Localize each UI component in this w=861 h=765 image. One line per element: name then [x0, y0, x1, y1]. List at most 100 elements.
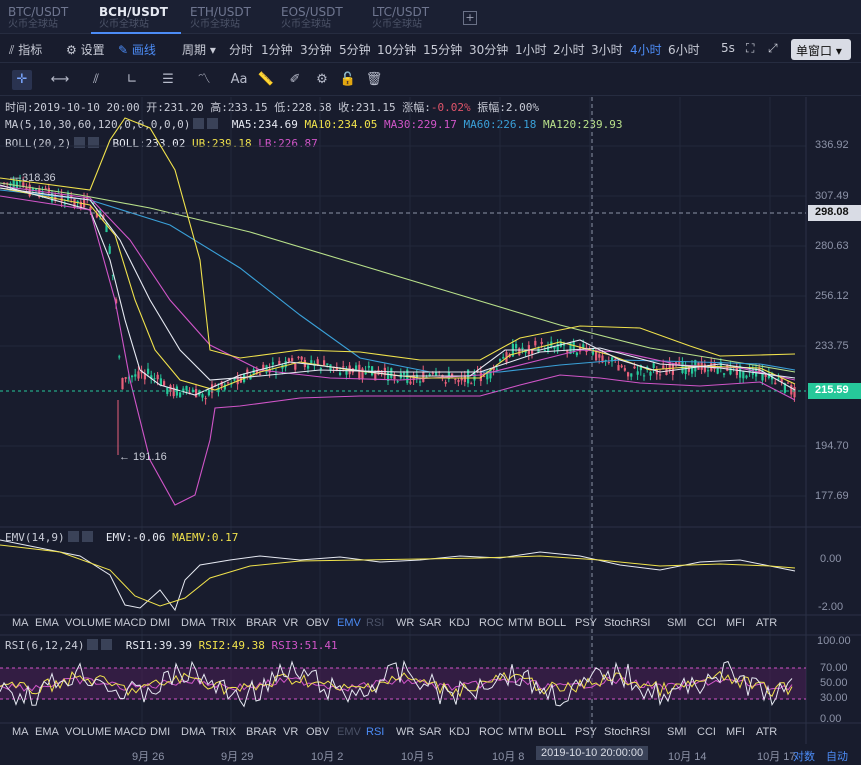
add-tab-button[interactable]: +: [463, 11, 477, 25]
expand-icon[interactable]: ⤢: [768, 41, 778, 55]
indicator-tab[interactable]: BRAR: [246, 726, 277, 738]
settings-icon[interactable]: [87, 639, 99, 650]
period-option[interactable]: 5分钟: [339, 43, 371, 57]
wave-icon[interactable]: 〽: [197, 72, 211, 87]
indicator-tab[interactable]: CCI: [697, 726, 716, 738]
indicator-tab[interactable]: VOLUME: [65, 617, 112, 629]
tab-eos-usdt[interactable]: EOS/USDT 火币全球站: [273, 0, 363, 34]
indicator-tab[interactable]: MACD: [114, 617, 147, 629]
settings-icon[interactable]: [74, 137, 86, 148]
indicator-tab[interactable]: RSI: [366, 617, 385, 629]
lock-icon[interactable]: 🔓: [339, 72, 357, 87]
period-option[interactable]: 1分钟: [261, 43, 293, 57]
indicator-tab[interactable]: TRIX: [211, 617, 237, 629]
period-option[interactable]: 1小时: [515, 43, 547, 57]
indicator-tab[interactable]: StochRSI: [604, 617, 651, 629]
indicator-tab[interactable]: OBV: [306, 726, 330, 738]
indicator-tab[interactable]: MFI: [726, 726, 745, 738]
indicator-tab[interactable]: BOLL: [538, 617, 567, 629]
indicator-tab[interactable]: ROC: [479, 617, 504, 629]
crosshair-icon[interactable]: ✛: [12, 70, 32, 90]
indicator-tab[interactable]: VR: [283, 726, 299, 738]
close-icon[interactable]: [88, 137, 100, 148]
indicator-tab[interactable]: DMI: [150, 617, 171, 629]
horizontal-line-icon[interactable]: ⟷: [50, 72, 70, 87]
window-mode-select[interactable]: 单窗口 ▾: [791, 39, 851, 60]
fib-icon[interactable]: ☰: [162, 72, 174, 87]
indicator-tab[interactable]: WR: [396, 617, 415, 629]
indicator-tab[interactable]: EMA: [35, 726, 59, 738]
close-icon[interactable]: [207, 118, 219, 129]
close-icon[interactable]: [101, 639, 113, 650]
period-option-active[interactable]: 4小时: [630, 43, 662, 57]
period-option[interactable]: 3分钟: [300, 43, 332, 57]
indicator-tab[interactable]: PSY: [575, 726, 598, 738]
indicator-tab[interactable]: MACD: [114, 726, 147, 738]
indicator-tab[interactable]: EMA: [35, 617, 59, 629]
settings-icon[interactable]: [193, 118, 205, 129]
indicator-tab[interactable]: WR: [396, 726, 415, 738]
settings-icon[interactable]: [67, 531, 79, 542]
indicator-tab-active[interactable]: RSI: [366, 726, 385, 738]
indicator-tab[interactable]: StochRSI: [604, 726, 651, 738]
indicator-tab[interactable]: SAR: [419, 617, 442, 629]
fullscreen-icon[interactable]: ⛶: [746, 41, 755, 55]
candle-body: [396, 381, 399, 383]
indicator-tab[interactable]: KDJ: [449, 726, 470, 738]
tab-ltc-usdt[interactable]: LTC/USDT 火币全球站: [364, 0, 454, 34]
indicator-tab[interactable]: BRAR: [246, 617, 277, 629]
settings-button[interactable]: ⚙ 设置: [66, 41, 105, 58]
period-option[interactable]: 分时: [229, 43, 254, 57]
period-option[interactable]: 10分钟: [377, 43, 417, 57]
period-option[interactable]: 15分钟: [423, 43, 463, 57]
auto-scale-toggle[interactable]: 自动: [826, 751, 848, 763]
log-scale-toggle[interactable]: 对数: [793, 751, 815, 763]
indicator-tab[interactable]: MTM: [508, 726, 534, 738]
indicator-tab-active[interactable]: EMV: [337, 617, 361, 629]
period-option[interactable]: 6小时: [668, 43, 700, 57]
indicators-button[interactable]: ⫽ 指标: [9, 41, 42, 58]
indicator-tab[interactable]: MTM: [508, 617, 534, 629]
period-dropdown[interactable]: 周期 ▾: [182, 41, 216, 58]
indicator-tab[interactable]: VR: [283, 617, 299, 629]
close-icon[interactable]: [81, 531, 93, 542]
indicator-tab[interactable]: TRIX: [211, 726, 237, 738]
text-icon[interactable]: Aa: [230, 72, 248, 87]
indicator-tab[interactable]: SMI: [667, 726, 687, 738]
indicator-tab[interactable]: KDJ: [449, 617, 470, 629]
tab-btc-usdt[interactable]: BTC/USDT 火币全球站: [0, 0, 90, 34]
period-option[interactable]: 30分钟: [469, 43, 509, 57]
draw-button[interactable]: ✎ 画线: [118, 41, 156, 58]
indicator-tab[interactable]: EMV: [337, 726, 361, 738]
ruler-icon[interactable]: 📏: [257, 72, 275, 87]
indicator-tab[interactable]: OBV: [306, 617, 330, 629]
candle-body: [739, 365, 742, 378]
angle-icon[interactable]: ∟: [126, 72, 138, 87]
indicator-tab[interactable]: MA: [12, 617, 29, 629]
indicator-tab[interactable]: DMI: [150, 726, 171, 738]
indicator-tab[interactable]: DMA: [181, 726, 206, 738]
tab-bch-usdt[interactable]: BCH/USDT 火币全球站: [91, 0, 181, 34]
trash-icon[interactable]: 🗑: [365, 72, 383, 87]
period-option[interactable]: 2小时: [553, 43, 585, 57]
refresh-seconds[interactable]: 5s: [721, 41, 735, 55]
indicator-tab[interactable]: PSY: [575, 617, 598, 629]
indicator-tab[interactable]: MFI: [726, 617, 745, 629]
pattern-icon[interactable]: ⚙: [316, 72, 328, 87]
indicator-tab[interactable]: ATR: [756, 617, 778, 629]
tab-pair: BCH/USDT: [99, 5, 168, 19]
indicator-tab[interactable]: CCI: [697, 617, 716, 629]
indicator-tab[interactable]: VOLUME: [65, 726, 112, 738]
indicator-tab[interactable]: SMI: [667, 617, 687, 629]
indicator-tab[interactable]: ATR: [756, 726, 778, 738]
brush-icon[interactable]: ✐: [289, 72, 301, 87]
indicator-tab[interactable]: DMA: [181, 617, 206, 629]
parallel-line-icon[interactable]: ⫽: [93, 72, 99, 87]
tab-eth-usdt[interactable]: ETH/USDT 火币全球站: [182, 0, 272, 34]
indicator-tab[interactable]: ROC: [479, 726, 504, 738]
period-option[interactable]: 3小时: [591, 43, 623, 57]
indicator-tab[interactable]: BOLL: [538, 726, 567, 738]
indicator-tab[interactable]: SAR: [419, 726, 442, 738]
indicator-tab[interactable]: MA: [12, 726, 29, 738]
